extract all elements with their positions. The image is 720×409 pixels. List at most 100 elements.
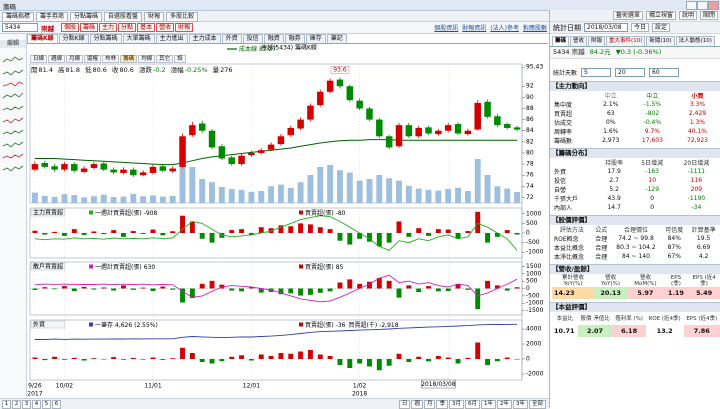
header-cell: 股價 淨值比 [578,312,613,325]
table-row: 集中度2.1%-1.5%3.3% [552,100,720,109]
flow-bar [180,348,185,359]
maximize-button[interactable] [697,1,708,10]
toolbar-button[interactable]: 籌碼指標 [2,12,34,22]
sub-tab[interactable]: 設 [174,55,186,63]
header-spacer [552,158,597,167]
days-select[interactable]: 5 [581,68,611,77]
stock-button[interactable]: 基本 [137,23,155,32]
date-button[interactable]: 設定 [652,23,670,32]
toolbar-button[interactable]: 分點籌碼 [70,12,102,22]
stock-button[interactable]: 營收 [156,23,174,32]
table-cell: 合理 [592,234,611,243]
stock-button[interactable]: 個股 [61,23,79,32]
page-button[interactable]: 5 [42,400,51,409]
link[interactable]: 財報資訊 [462,23,486,32]
range-button[interactable]: 6月 [465,400,480,409]
range-button[interactable]: 3年 [513,400,528,409]
side-top-button[interactable]: 藝術選單 [613,11,643,20]
range-button[interactable]: 2年 [497,400,512,409]
toolbar-button[interactable]: 多股比較 [166,12,198,22]
table-cell: 10.71 [552,325,578,337]
range-button[interactable]: 1年 [481,400,496,409]
flow-bar [82,287,87,289]
sub-tab[interactable]: 均線 [138,55,155,63]
sub-tab[interactable]: 週線 [48,55,65,63]
sub-tab[interactable]: 布林 [102,55,119,63]
days-row: 統計天數 52060 [550,67,720,78]
stock-button[interactable]: 分點 [118,23,136,32]
side-top-button[interactable]: 獨立視窗 [646,11,676,20]
flow-bar [121,359,126,360]
range-button[interactable]: 全部 [529,400,546,409]
link[interactable]: 對應股數 [523,23,547,32]
candle-body [42,163,48,167]
range-button[interactable]: 季 [436,400,448,409]
candle-body [199,123,205,130]
flow-bar [515,359,520,360]
x-tick-label: 1/02 [353,383,367,390]
link[interactable]: 個股資訊 [434,23,458,32]
table-cell: -1.5% [630,100,675,109]
range-button[interactable]: 月 [424,400,436,409]
legend-entry: 成本線82.27 [239,45,276,53]
ohlc-info: 開81.4高81.8低80.6收80.6漲跌-0.2漲幅-0.25%量276 [31,64,238,74]
flow-bar [32,358,37,360]
toolbar-button[interactable]: 自選股看盤 [104,12,142,22]
side-tab[interactable]: 法人動態(10) [676,36,715,46]
page-button[interactable]: 3 [22,400,31,409]
stock-code-input[interactable]: 5434 [2,23,38,32]
section-title: 【本益評價】 [550,302,720,312]
range-button[interactable]: 3月 [449,400,464,409]
link[interactable]: (法人)參考 [490,23,519,32]
side-tab[interactable]: 籌碼 [552,36,569,46]
side-tab[interactable]: 新聞(10) [646,36,674,46]
date-input[interactable]: 2018/03/08 [584,23,628,32]
sub-tab[interactable]: 還權 [84,55,101,63]
sub-tab[interactable]: 月線 [66,55,83,63]
flow-bar [308,350,313,359]
legend-swatch [89,265,93,269]
page-button[interactable]: 2 [12,400,21,409]
side-top-button[interactable]: 說明 [679,11,697,20]
stock-button[interactable]: 籌碼 [80,23,98,32]
stock-button[interactable]: 財報 [175,23,193,32]
toolbar-button[interactable]: 財報 [144,12,164,22]
close-window-button[interactable] [708,1,719,10]
minimize-button[interactable] [686,1,697,10]
header-cell: EPS (近4季) [684,312,720,325]
days-select[interactable]: 60 [649,68,679,77]
range-button[interactable]: 週 [411,400,423,409]
stock-button[interactable]: 主力 [99,23,117,32]
side-tab[interactable]: 財報 [588,36,605,46]
flow-bar [82,233,87,235]
sub-tab[interactable]: 其它 [156,55,173,63]
page-button[interactable]: 6 [52,400,61,409]
quote-price: 84.2元 [590,48,611,56]
sub-tab[interactable]: 日線 [30,55,47,63]
page-button[interactable]: 1 [2,400,11,409]
sub-tab[interactable]: 籌碼 [120,55,137,63]
table-cell: -802 [630,109,675,118]
volume-bar [337,170,343,203]
flow-bar [446,230,451,233]
flow-bar [62,286,67,288]
table-cell: 17.9 [597,167,632,176]
flow-bar [328,229,333,233]
header-row: 本益比股價 淨值比殖利率 (%)ROE (近4季)EPS (近4季) [552,312,720,325]
side-tab[interactable]: 重大事件(10) [606,36,645,46]
days-select[interactable]: 20 [615,68,645,77]
toolbar-button[interactable]: 籌手券商 [36,12,68,22]
volume-bar [239,190,245,203]
table-row: 千張大戶43.90-1190 [552,194,720,203]
side-tab[interactable]: 營收 [570,36,587,46]
side-top-button[interactable]: 關閉 [700,11,718,20]
sidebar-title[interactable]: 編輯 [0,40,26,48]
range-button[interactable]: 日 [399,400,411,409]
date-button[interactable]: 今日 [631,23,649,32]
flow-bar [239,289,244,292]
volume-bar [130,194,136,203]
candle-body [327,81,333,92]
flow-bar [288,354,293,359]
table-row: 14.2320.135.971.195.49 [552,287,720,299]
page-button[interactable]: 4 [32,400,41,409]
